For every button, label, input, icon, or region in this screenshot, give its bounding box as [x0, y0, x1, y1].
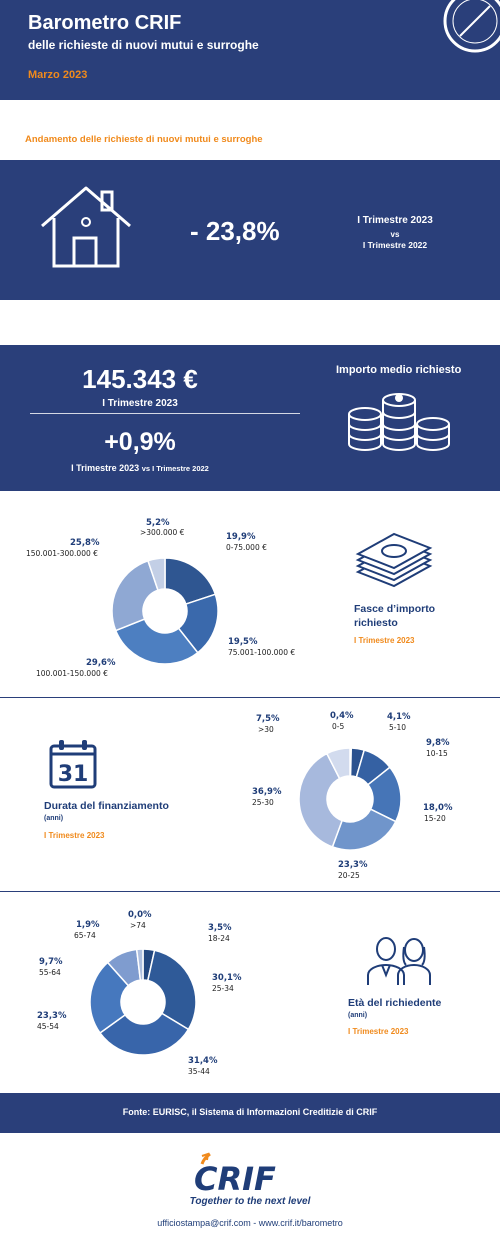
age-period: I Trimestre 2023 — [348, 1027, 409, 1036]
age-range-4: 45-54 — [37, 1022, 59, 1031]
header-banner — [0, 0, 500, 100]
age-pct-7: 0,0% — [128, 910, 152, 920]
trend-period-b: I Trimestre 2022 — [362, 240, 428, 250]
amount-band-pct-1: 19,9% — [226, 532, 256, 542]
duration-title: Durata del finanziamento — [44, 800, 169, 812]
duration-period: I Trimestre 2023 — [44, 831, 105, 840]
amount-band-pct-5: 5,2% — [146, 518, 170, 528]
source-text: Fonte: EURISC, il Sistema di Informazion… — [122, 1107, 378, 1117]
page-title: Barometro CRIF — [28, 12, 182, 34]
trend-vs: vs — [390, 230, 400, 239]
age-range-1: 18-24 — [208, 934, 230, 943]
source-band — [0, 1093, 500, 1133]
amount-bands-title-2: richiesto — [354, 617, 398, 629]
amount-bands-title-1: Fasce d’importo — [354, 603, 436, 615]
amount-band-range-2: 75.001-100.000 € — [228, 648, 296, 657]
age-range-5: 55-64 — [39, 968, 61, 977]
duration-range-3: 10-15 — [426, 749, 448, 758]
duration-range-6: 25-30 — [252, 798, 274, 807]
crif-logo: CRIF — [194, 1152, 276, 1196]
amount-band-range-3: 100.001-150.000 € — [36, 669, 108, 678]
age-pct-2: 30,1% — [212, 973, 242, 983]
duration-range-4: 15-20 — [424, 814, 446, 823]
report-date: Marzo 2023 — [28, 69, 88, 81]
duration-pct-5: 23,3% — [338, 860, 368, 870]
donut-slice--300-000- — [147, 557, 166, 592]
people-icon — [367, 937, 431, 985]
average-band — [0, 345, 500, 491]
duration-pct-7: 7,5% — [256, 714, 280, 724]
duration-range-7: >30 — [258, 725, 274, 734]
change-vs-label: vs I Trimestre 2022 — [141, 464, 209, 473]
average-title: Importo medio richiesto — [336, 364, 462, 376]
slogan: Together to the next level — [189, 1196, 311, 1207]
donut-slice-65-74 — [135, 948, 144, 981]
trend-period-a: I Trimestre 2023 — [357, 215, 433, 226]
age-range-3: 35-44 — [188, 1067, 210, 1076]
average-change: +0,9% — [104, 428, 176, 456]
duration-range-1: 0-5 — [332, 722, 345, 731]
age-pct-1: 3,5% — [208, 923, 232, 933]
contacts-link[interactable]: ufficiostampa@crif.com - www.crif.it/bar… — [157, 1218, 343, 1228]
donut-slice-100-001-150-000- — [114, 618, 199, 665]
trend-band — [0, 160, 500, 300]
divider — [30, 413, 300, 414]
average-amount: 145.343 € — [82, 364, 198, 394]
compass-icon — [443, 0, 500, 53]
amount-band-pct-4: 25,8% — [70, 538, 100, 548]
change-period-label: I Trimestre 2023 — [71, 463, 140, 473]
donut-slice-25-34 — [146, 949, 197, 1031]
age-range-6: 65-74 — [74, 931, 96, 940]
duration-range-2: 5-10 — [389, 723, 407, 732]
age-pct-3: 31,4% — [188, 1056, 218, 1066]
section-title: Andamento delle richieste di nuovi mutui… — [25, 134, 263, 145]
amount-band-range-1: 0-75.000 € — [226, 543, 267, 552]
duration-pct-2: 4,1% — [387, 712, 411, 722]
age-pct-4: 23,3% — [37, 1011, 67, 1021]
page-subtitle: delle richieste di nuovi mutui e surrogh… — [28, 38, 259, 52]
age-range-7: >74 — [130, 921, 146, 930]
duration-range-5: 20-25 — [338, 871, 360, 880]
donut-slice-25-30 — [298, 752, 344, 848]
average-change-period: I Trimestre 2023 vs I Trimestre 2022 — [30, 463, 250, 473]
duration-donut — [298, 747, 402, 851]
separator — [0, 697, 500, 698]
age-donut — [89, 948, 197, 1056]
banknotes-icon — [355, 532, 433, 588]
age-range-2: 25-34 — [212, 984, 234, 993]
duration-sub: (anni) — [44, 815, 64, 822]
logo-text: CRIF — [194, 1160, 276, 1196]
calendar-day: 31 — [58, 762, 89, 787]
duration-pct-1: 0,4% — [330, 711, 354, 721]
trend-value: - 23,8% — [190, 216, 280, 246]
age-sub: (anni) — [348, 1012, 368, 1019]
age-pct-5: 9,7% — [39, 957, 63, 967]
duration-pct-3: 9,8% — [426, 738, 450, 748]
house-icon — [41, 186, 131, 268]
duration-pct-4: 18,0% — [423, 803, 453, 813]
calendar-icon: 31 — [49, 740, 97, 789]
age-pct-6: 1,9% — [76, 920, 100, 930]
average-amount-period: I Trimestre 2023 — [102, 398, 178, 409]
separator — [0, 891, 500, 892]
duration-pct-6: 36,9% — [252, 787, 282, 797]
coins-icon — [348, 393, 450, 451]
amount-band-range-5: >300.000 € — [140, 528, 185, 537]
amount-bands-donut — [111, 557, 219, 665]
amount-band-pct-3: 29,6% — [86, 658, 116, 668]
amount-bands-period: I Trimestre 2023 — [354, 636, 415, 645]
donut-slice-150-001-300-000- — [111, 559, 159, 632]
donut-slice-35-44 — [98, 1012, 190, 1056]
amount-band-pct-2: 19,5% — [228, 637, 258, 647]
amount-band-range-4: 150.001-300.000 € — [26, 549, 98, 558]
age-title: Età del richiedente — [348, 997, 442, 1009]
donut-slice--30 — [325, 747, 351, 780]
